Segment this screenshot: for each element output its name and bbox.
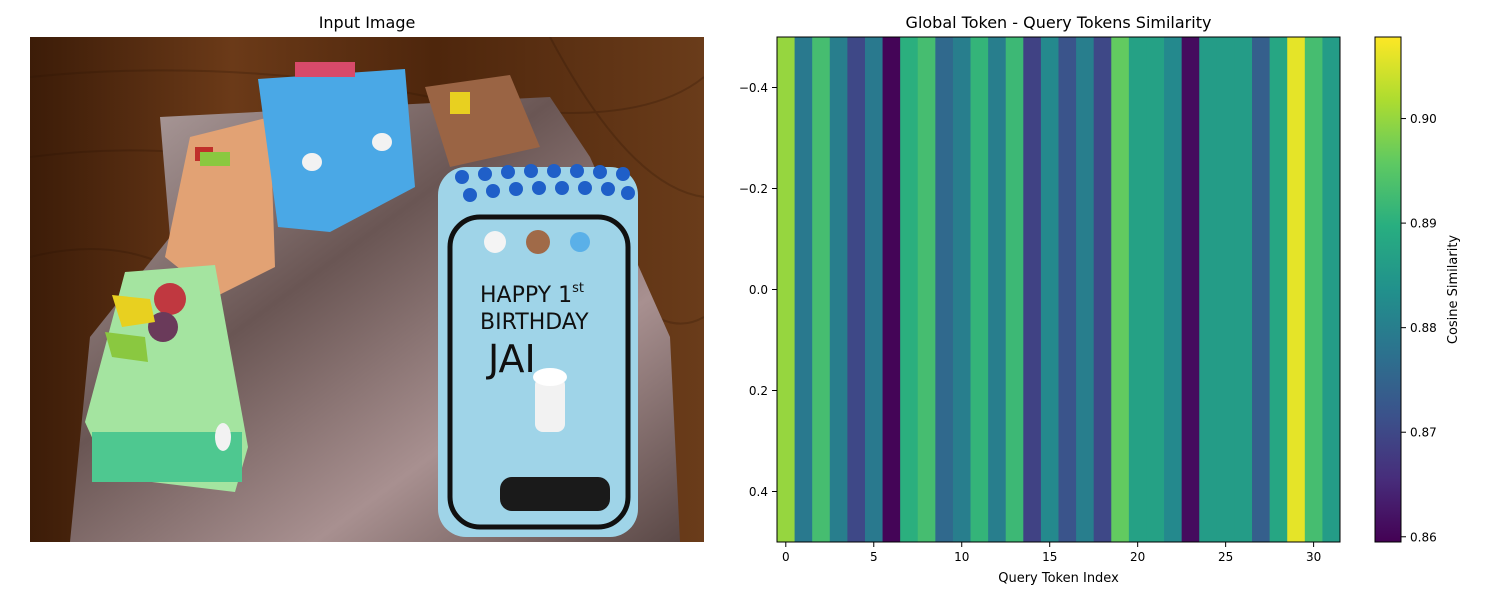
colorbar <box>1374 36 1402 543</box>
y-tick-label: −0.4 <box>739 81 768 95</box>
heatmap-cell <box>952 37 971 542</box>
heatmap-cell <box>1199 37 1218 542</box>
heatmap-cell <box>1269 37 1288 542</box>
heatmap-cell <box>988 37 1007 542</box>
colorbar-tick-label: 0.88 <box>1410 321 1437 335</box>
orange-car <box>165 117 275 297</box>
green-car <box>85 265 248 492</box>
x-tick-label: 10 <box>954 550 969 564</box>
heatmap-cell <box>1146 37 1165 542</box>
heatmap-cell <box>1287 37 1306 542</box>
colorbar-tick-label: 0.89 <box>1410 217 1437 231</box>
candy-row <box>455 164 635 202</box>
y-axis-ticks: −0.4 −0.2 0.0 0.2 0.4 <box>739 81 777 499</box>
heatmap-cell <box>1234 37 1253 542</box>
x-axis-label: Query Token Index <box>998 571 1119 586</box>
colorbar-tick-label: 0.90 <box>1410 112 1437 126</box>
heatmap-cell <box>1093 37 1112 542</box>
blue-car <box>258 62 415 232</box>
x-axis-ticks: 0 5 10 15 20 25 30 <box>782 542 1321 564</box>
heatmap-cell <box>1181 37 1200 542</box>
heatmap-cell <box>1058 37 1077 542</box>
heatmap-cell <box>900 37 919 542</box>
engine-cake: HAPPY 1st BIRTHDAY JAI <box>438 164 638 537</box>
heatmap-cell <box>1164 37 1183 542</box>
heatmap-cell <box>1040 37 1059 542</box>
heatmap-cell <box>917 37 936 542</box>
y-tick-label: 0.4 <box>749 485 768 499</box>
heatmap-cell <box>1322 37 1341 542</box>
heatmap-cell <box>1111 37 1130 542</box>
heatmap-cell <box>794 37 813 542</box>
heatmap-cell <box>829 37 848 542</box>
heatmap-cell <box>882 37 901 542</box>
heatmap-cells <box>777 37 1341 542</box>
heatmap-cell <box>847 37 866 542</box>
x-tick-label: 15 <box>1042 550 1057 564</box>
cake-text-line1: HAPPY 1st <box>480 281 584 308</box>
x-tick-label: 0 <box>782 550 790 564</box>
y-tick-label: 0.2 <box>749 384 768 398</box>
colorbar-tick-label: 0.87 <box>1410 426 1437 440</box>
colorbar-ticks: 0.86 0.87 0.88 0.89 0.90 <box>1401 112 1437 544</box>
colorbar-label: Cosine Similarity <box>1446 235 1461 345</box>
heatmap-cell <box>777 37 795 542</box>
heatmap-cell <box>1304 37 1323 542</box>
heatmap-cell <box>970 37 989 542</box>
heatmap-cell <box>1076 37 1095 542</box>
heatmap-cell <box>812 37 831 542</box>
heatmap-cell <box>1005 37 1024 542</box>
cake-text-line2: BIRTHDAY <box>480 310 589 335</box>
heatmap-cell <box>935 37 954 542</box>
y-tick-label: 0.0 <box>749 283 768 297</box>
brown-car <box>425 75 540 167</box>
heatmap-cell <box>1252 37 1271 542</box>
x-tick-label: 25 <box>1218 550 1233 564</box>
colorbar-tick-label: 0.86 <box>1410 530 1437 544</box>
cake-text-line3: JAI <box>486 337 536 381</box>
heatmap-cell <box>1128 37 1147 542</box>
x-tick-label: 30 <box>1306 550 1321 564</box>
heatmap-cell <box>864 37 883 542</box>
left-panel-title: Input Image <box>318 13 416 32</box>
heatmap-cell <box>1216 37 1235 542</box>
x-tick-label: 5 <box>870 550 878 564</box>
x-tick-label: 20 <box>1130 550 1145 564</box>
heatmap-cell <box>1023 37 1042 542</box>
y-tick-label: −0.2 <box>739 182 768 196</box>
input-image: HAPPY 1st BIRTHDAY JAI <box>30 37 704 542</box>
chart-title: Global Token - Query Tokens Similarity <box>906 13 1212 32</box>
